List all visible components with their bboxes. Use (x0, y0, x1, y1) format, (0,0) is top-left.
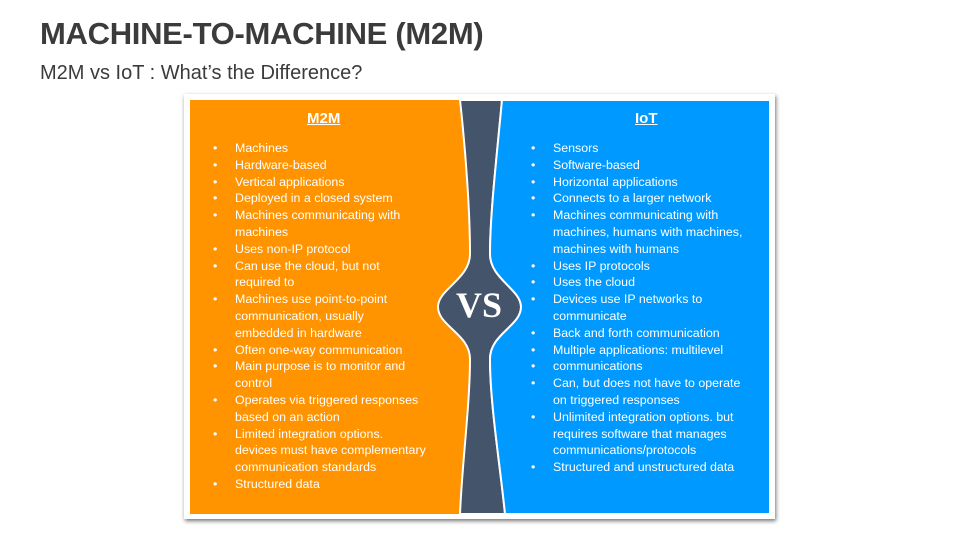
list-item-line: Limited integration options. (235, 426, 384, 441)
list-item-line: machines, humans with machines, (553, 224, 743, 239)
list-item-line: machines (235, 224, 289, 239)
m2m-list-item: Vertical applications (213, 174, 426, 191)
list-item-line: Vertical applications (235, 174, 345, 189)
list-item-line: Uses IP protocols (553, 258, 650, 273)
m2m-list: Machines Hardware-based Vertical applicati… (213, 140, 426, 493)
iot-list-item: Structured and unstructured data (531, 459, 742, 476)
list-item-line: Multiple applications: multilevel (553, 342, 724, 357)
list-item-line: communications (553, 359, 643, 374)
list-item-line: Often one-way communication (235, 342, 403, 357)
list-item-line: Can, but does not have to operate (553, 376, 741, 391)
iot-list-item: Sensors (531, 140, 742, 157)
iot-list-item: Software-based (531, 157, 742, 174)
list-item-line: Connects to a larger network (553, 191, 712, 206)
list-item-line: communication standards (235, 460, 377, 475)
list-item-line: communicate (553, 308, 627, 323)
iot-list-item: Multiple applications: multilevel (531, 342, 742, 359)
m2m-list-item: Hardware-based (213, 157, 426, 174)
m2m-heading: M2M (307, 110, 341, 127)
comparison-panel: VS M2M Machines Hardware-based Vertical ap… (184, 94, 775, 519)
vs-label: VS (455, 285, 503, 325)
list-item-line: Operates via triggered responses (235, 392, 419, 407)
iot-list-item: Unlimited integration options. but requir… (531, 409, 742, 459)
list-item-line: Devices use IP networks to (553, 292, 703, 307)
list-item-line: Can use the cloud, but not (235, 258, 380, 273)
list-item-line: communication, usually (235, 308, 364, 323)
iot-list-item: Uses the cloud (531, 274, 742, 291)
m2m-list-item: Limited integration options. devices must… (213, 426, 426, 476)
list-item-line: communications/protocols (553, 443, 697, 458)
slide-title: MACHINE-TO-MACHINE (M2M) (40, 16, 484, 51)
list-item-line: embedded in hardware (235, 325, 362, 340)
list-item-line: Sensors (553, 141, 599, 155)
m2m-list-item: Machines (213, 140, 426, 157)
list-item-line: Horizontal applications (553, 174, 678, 189)
list-item-line: Main purpose is to monitor and (235, 359, 406, 374)
list-item-line: Deployed in a closed system (235, 191, 393, 206)
list-item-line: Software-based (553, 157, 640, 172)
list-item-line: Machines communicating with (235, 208, 401, 223)
list-item-line: Structured and unstructured data (553, 460, 735, 475)
m2m-list-item: Structured data (213, 476, 426, 493)
m2m-list-item: Operates via triggered responses based on… (213, 392, 426, 426)
list-item-line: Machines (235, 141, 289, 155)
list-item-line: on triggered responses (553, 392, 680, 407)
m2m-list-item: Machines use point-to-pointcommunication… (213, 291, 426, 341)
iot-list-item: communications (531, 358, 742, 375)
list-item-line: requires software that manages (553, 426, 727, 441)
list-item-line: Unlimited integration options. but (553, 409, 734, 424)
iot-list-item: Connects to a larger network (531, 190, 742, 207)
slide-subtitle: M2M vs IoT : What’s the Difference? (40, 62, 363, 84)
list-item-line: Back and forth communication (553, 325, 720, 340)
list-item-line: required to (235, 275, 295, 290)
iot-list-item: Uses IP protocols (531, 258, 742, 275)
m2m-list-item: Main purpose is to monitor and control (213, 358, 426, 392)
list-item-line: control (235, 376, 273, 391)
iot-list: Sensors Software-based Horizontal applicat… (531, 140, 743, 476)
list-item-line: Structured data (235, 476, 320, 491)
iot-list-item: Back and forth communication (531, 325, 742, 342)
list-item-line: devices must have complementary (235, 443, 426, 458)
m2m-list-item: Deployed in a closed system (213, 190, 426, 207)
list-item-line: based on an action (235, 409, 340, 424)
m2m-list-item: Uses non-IP protocol (213, 241, 426, 258)
iot-list-item: Horizontal applications (531, 174, 742, 191)
m2m-list-item: Often one-way communication (213, 342, 426, 359)
list-item-line: Uses the cloud (553, 275, 635, 290)
list-item-line: Machines communicating with (553, 208, 719, 223)
list-item-line: Uses non-IP protocol (235, 241, 351, 256)
m2m-list-item: Can use the cloud, but not required to (213, 258, 426, 292)
list-item-line: Machines use point-to-point (235, 292, 388, 307)
list-item-line: Hardware-based (235, 157, 327, 172)
list-item-line: machines with humans (553, 241, 680, 256)
iot-heading: IoT (635, 110, 658, 127)
